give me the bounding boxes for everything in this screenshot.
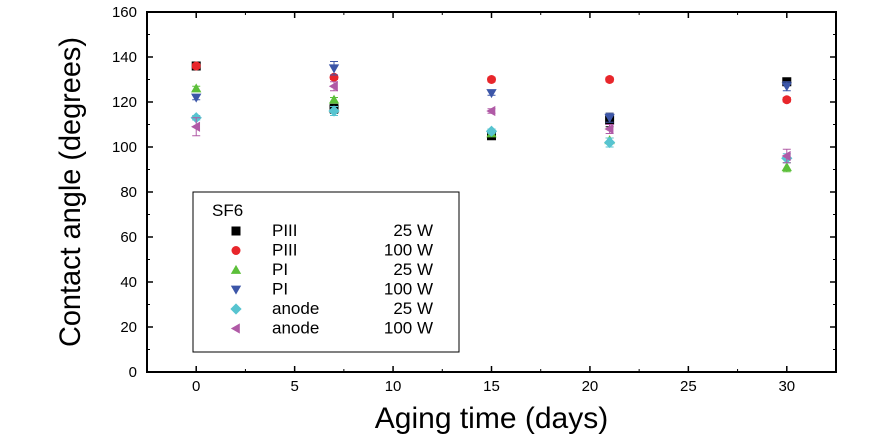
y-tick-labels: 0 20 40 60 80 100 120 140 160: [112, 4, 137, 381]
legend-series-power: 100 W: [384, 241, 433, 260]
legend-series-power: 100 W: [384, 280, 433, 299]
data-point-triangle-left: [781, 150, 791, 162]
data-point-diamond: [485, 125, 498, 137]
legend-series-power: 100 W: [384, 319, 433, 338]
x-tick-label: 0: [192, 378, 200, 395]
y-tick-label: 120: [112, 94, 137, 111]
x-tick-label: 5: [290, 378, 298, 395]
x-tick-label: 15: [483, 378, 500, 395]
data-point-triangle-down: [328, 64, 340, 74]
y-axis-title: Contact angle (degrees): [54, 37, 87, 347]
data-point-triangle-down: [781, 82, 792, 92]
data-point-circle: [605, 75, 615, 84]
data-point-triangle-left: [328, 81, 338, 92]
data-point-circle: [191, 61, 201, 71]
plot-frame: [146, 11, 837, 373]
x-axis-title: Aging time (days): [375, 402, 608, 435]
data-point-circle: [782, 95, 792, 105]
data-point-triangle-up: [328, 94, 340, 104]
legend-series-name: anode: [272, 319, 319, 338]
data-point-triangle-left: [191, 121, 201, 132]
data-point-triangle-left: [486, 105, 496, 117]
legend-title: SF6: [212, 201, 243, 220]
y-tick-label: 140: [112, 49, 137, 66]
data-point-triangle-down: [604, 113, 615, 123]
y-tick-label: 160: [112, 4, 137, 21]
data-point-circle: [487, 75, 496, 84]
legend-series-power: 25 W: [393, 299, 433, 318]
y-tick-label: 100: [112, 139, 137, 156]
data-point-diamond: [328, 105, 340, 117]
legend-series-name: PIII: [272, 221, 298, 240]
y-tick-label: 20: [120, 319, 137, 336]
legend-marker-circle: [231, 246, 241, 255]
legend-series-name: PI: [272, 260, 288, 279]
data-point-triangle-up: [191, 83, 202, 93]
y-tick-label: 80: [120, 184, 137, 201]
data-point-triangle-down: [486, 89, 497, 99]
x-tick-labels: 0 5 10 15 20 25 30: [192, 378, 795, 395]
x-tick-label: 30: [778, 378, 795, 395]
legend-series-name: PIII: [272, 241, 298, 260]
legend-marker-triangle-down: [230, 285, 242, 295]
legend-series-name: anode: [272, 299, 319, 318]
y-tick-label: 40: [120, 274, 137, 291]
x-tick-label: 25: [680, 378, 697, 395]
legend-series-power: 25 W: [393, 260, 433, 279]
legend-series-name: PI: [272, 280, 288, 299]
data-point-diamond: [603, 136, 616, 149]
legend-marker-diamond: [230, 303, 242, 315]
y-tick-label: 60: [120, 229, 137, 246]
legend-marker-triangle-up: [230, 264, 242, 274]
data-point-triangle-down: [191, 93, 202, 103]
legend-marker-triangle-left: [230, 323, 240, 334]
legend-entries: PIII 25 W PIII 100 W PI 25 W PI 100 W anode 25 W a…: [230, 221, 433, 338]
x-tick-label: 10: [385, 378, 402, 395]
x-tick-label: 20: [582, 378, 599, 395]
legend-marker-square: [231, 226, 241, 236]
y-tick-label: 0: [129, 364, 137, 381]
data-point-triangle-up: [781, 162, 792, 172]
legend-series-power: 25 W: [393, 221, 433, 240]
legend: SF6 PIII 25 W PIII 100 W PI 25 W PI 100 W anode 2…: [192, 191, 460, 353]
data-point-triangle-left: [604, 123, 614, 135]
data-marks: [190, 61, 793, 173]
